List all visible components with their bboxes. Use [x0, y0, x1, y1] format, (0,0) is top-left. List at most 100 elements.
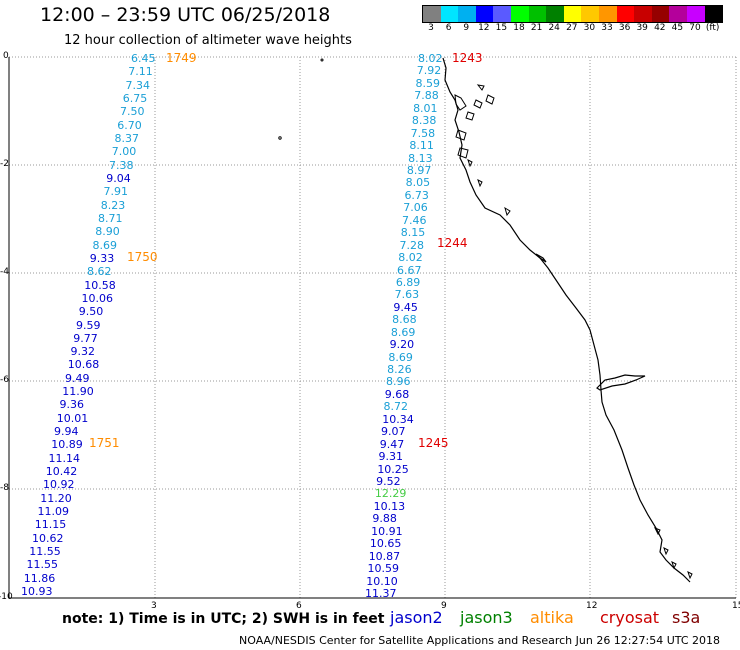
wave-height-value: 7.11	[128, 65, 153, 79]
wave-height-value: 8.23	[100, 198, 126, 212]
wave-height-value: 10.65	[369, 537, 402, 551]
color-scale-label: 33	[601, 23, 613, 33]
color-swatch	[563, 6, 582, 22]
wave-height-value: 9.47	[379, 437, 405, 451]
wave-height-value: 8.26	[387, 363, 412, 377]
wave-height-value: 9.31	[378, 450, 404, 464]
grid-lines	[9, 56, 737, 598]
color-scale-label: 9	[463, 23, 470, 33]
wave-height-value: 7.92	[416, 64, 442, 78]
wave-height-value: 9.07	[381, 425, 406, 439]
wave-height-value: 11.55	[26, 558, 59, 572]
wave-height-value: 11.90	[62, 385, 94, 399]
wave-height-value: 8.01	[413, 101, 438, 115]
color-swatch	[510, 6, 529, 22]
color-scale-label: 36	[618, 23, 631, 33]
wave-height-value: 7.38	[109, 158, 134, 172]
islands	[278, 58, 693, 580]
wave-height-value: 10.91	[371, 524, 403, 538]
wave-height-value: 11.14	[48, 451, 81, 465]
wave-height-value: 11.20	[40, 491, 72, 505]
color-scale-label: 24	[548, 23, 560, 33]
wave-height-value: 10.92	[43, 478, 75, 492]
color-scale-label: 15	[495, 23, 508, 33]
color-scale-label: 45	[671, 23, 684, 33]
color-swatch	[475, 6, 494, 22]
wave-height-value: 9.68	[384, 387, 410, 401]
wave-height-value: 10.58	[84, 278, 116, 292]
color-swatch	[423, 6, 441, 22]
wave-height-value: 10.62	[32, 531, 64, 545]
wave-height-value: 7.00	[111, 145, 137, 159]
color-swatch	[458, 6, 476, 22]
color-scale-label: 39	[636, 23, 648, 33]
color-scale-label: 21	[530, 23, 543, 33]
wave-height-value: 7.50	[120, 105, 145, 119]
wave-height-value: 8.11	[409, 139, 434, 153]
wave-height-value: 7.88	[414, 89, 439, 103]
wave-height-value: 8.02	[398, 251, 423, 265]
x-tick-label: 12	[586, 601, 598, 611]
y-tick-label: -10	[0, 592, 13, 602]
y-tick-label: -8	[0, 483, 9, 493]
color-scale-label: 6	[445, 23, 452, 33]
color-scale-label: 18	[513, 23, 525, 33]
wave-height-value: 7.63	[394, 288, 420, 302]
wave-height-value: 11.15	[34, 518, 67, 532]
wave-height-value: 9.88	[372, 512, 397, 526]
wave-height-value: 9.94	[54, 425, 79, 439]
wave-height-value: 10.89	[51, 438, 83, 452]
wave-height-value: 7.06	[403, 201, 428, 215]
wave-height-value: 6.67	[397, 263, 422, 277]
satellite-legend-item: s3a	[672, 608, 701, 627]
note-text: note: 1) Time is in UTC; 2) SWH is in fe…	[62, 611, 385, 627]
wave-height-value: 8.05	[405, 176, 431, 190]
wave-height-value: 7.46	[401, 213, 427, 227]
pass-time-label: 1750	[127, 250, 158, 264]
pass-time-label: 1243	[452, 51, 483, 65]
color-scale-label: 12	[478, 23, 490, 33]
y-tick-label: -2	[0, 159, 9, 169]
y-tick-label: -4	[0, 267, 9, 277]
wave-height-value: 8.37	[114, 131, 140, 145]
color-scale-label: 3	[428, 23, 434, 33]
color-swatch	[546, 6, 564, 22]
wave-height-value: 11.86	[23, 571, 56, 585]
color-swatch	[634, 6, 652, 22]
wave-height-value: 8.72	[383, 400, 408, 414]
wave-height-value: 8.69	[388, 350, 413, 364]
wave-height-value: 9.04	[106, 171, 131, 185]
wave-height-value: 10.68	[67, 358, 100, 372]
color-swatch	[528, 6, 547, 22]
wave-height-value: 10.34	[382, 412, 414, 426]
peninsula	[596, 374, 646, 391]
wave-height-value: 8.02	[418, 52, 443, 65]
wave-height-value: 9.49	[65, 371, 90, 385]
wave-height-value: 7.91	[103, 185, 129, 199]
wave-height-value: 10.42	[45, 465, 78, 479]
wave-height-value: 11.55	[29, 545, 61, 559]
y-tick-label: 0	[3, 51, 9, 61]
wave-height-value: 8.38	[411, 114, 437, 128]
wave-height-value: 8.62	[87, 265, 112, 279]
wave-height-value: 10.93	[21, 585, 53, 598]
color-swatch	[651, 6, 670, 22]
wave-height-value: 9.77	[73, 331, 98, 345]
wave-height-value: 8.71	[98, 211, 123, 225]
wave-height-value: 6.45	[131, 52, 156, 65]
pass-time-label: 1751	[89, 436, 120, 450]
color-swatch	[581, 6, 599, 22]
wave-height-value: 10.13	[373, 499, 406, 513]
color-swatch	[598, 6, 617, 22]
color-swatch	[616, 6, 635, 22]
wave-height-value: 8.13	[408, 151, 433, 165]
color-swatch	[669, 6, 687, 22]
color-swatch	[704, 6, 723, 22]
color-scale-label: 27	[566, 23, 578, 33]
x-tick-label: 3	[151, 601, 157, 611]
wave-height-value: 10.06	[81, 291, 114, 305]
wave-height-value: 10.01	[56, 411, 89, 425]
pass-time-label: 1749	[166, 51, 197, 65]
wave-height-value: 7.34	[125, 78, 151, 92]
